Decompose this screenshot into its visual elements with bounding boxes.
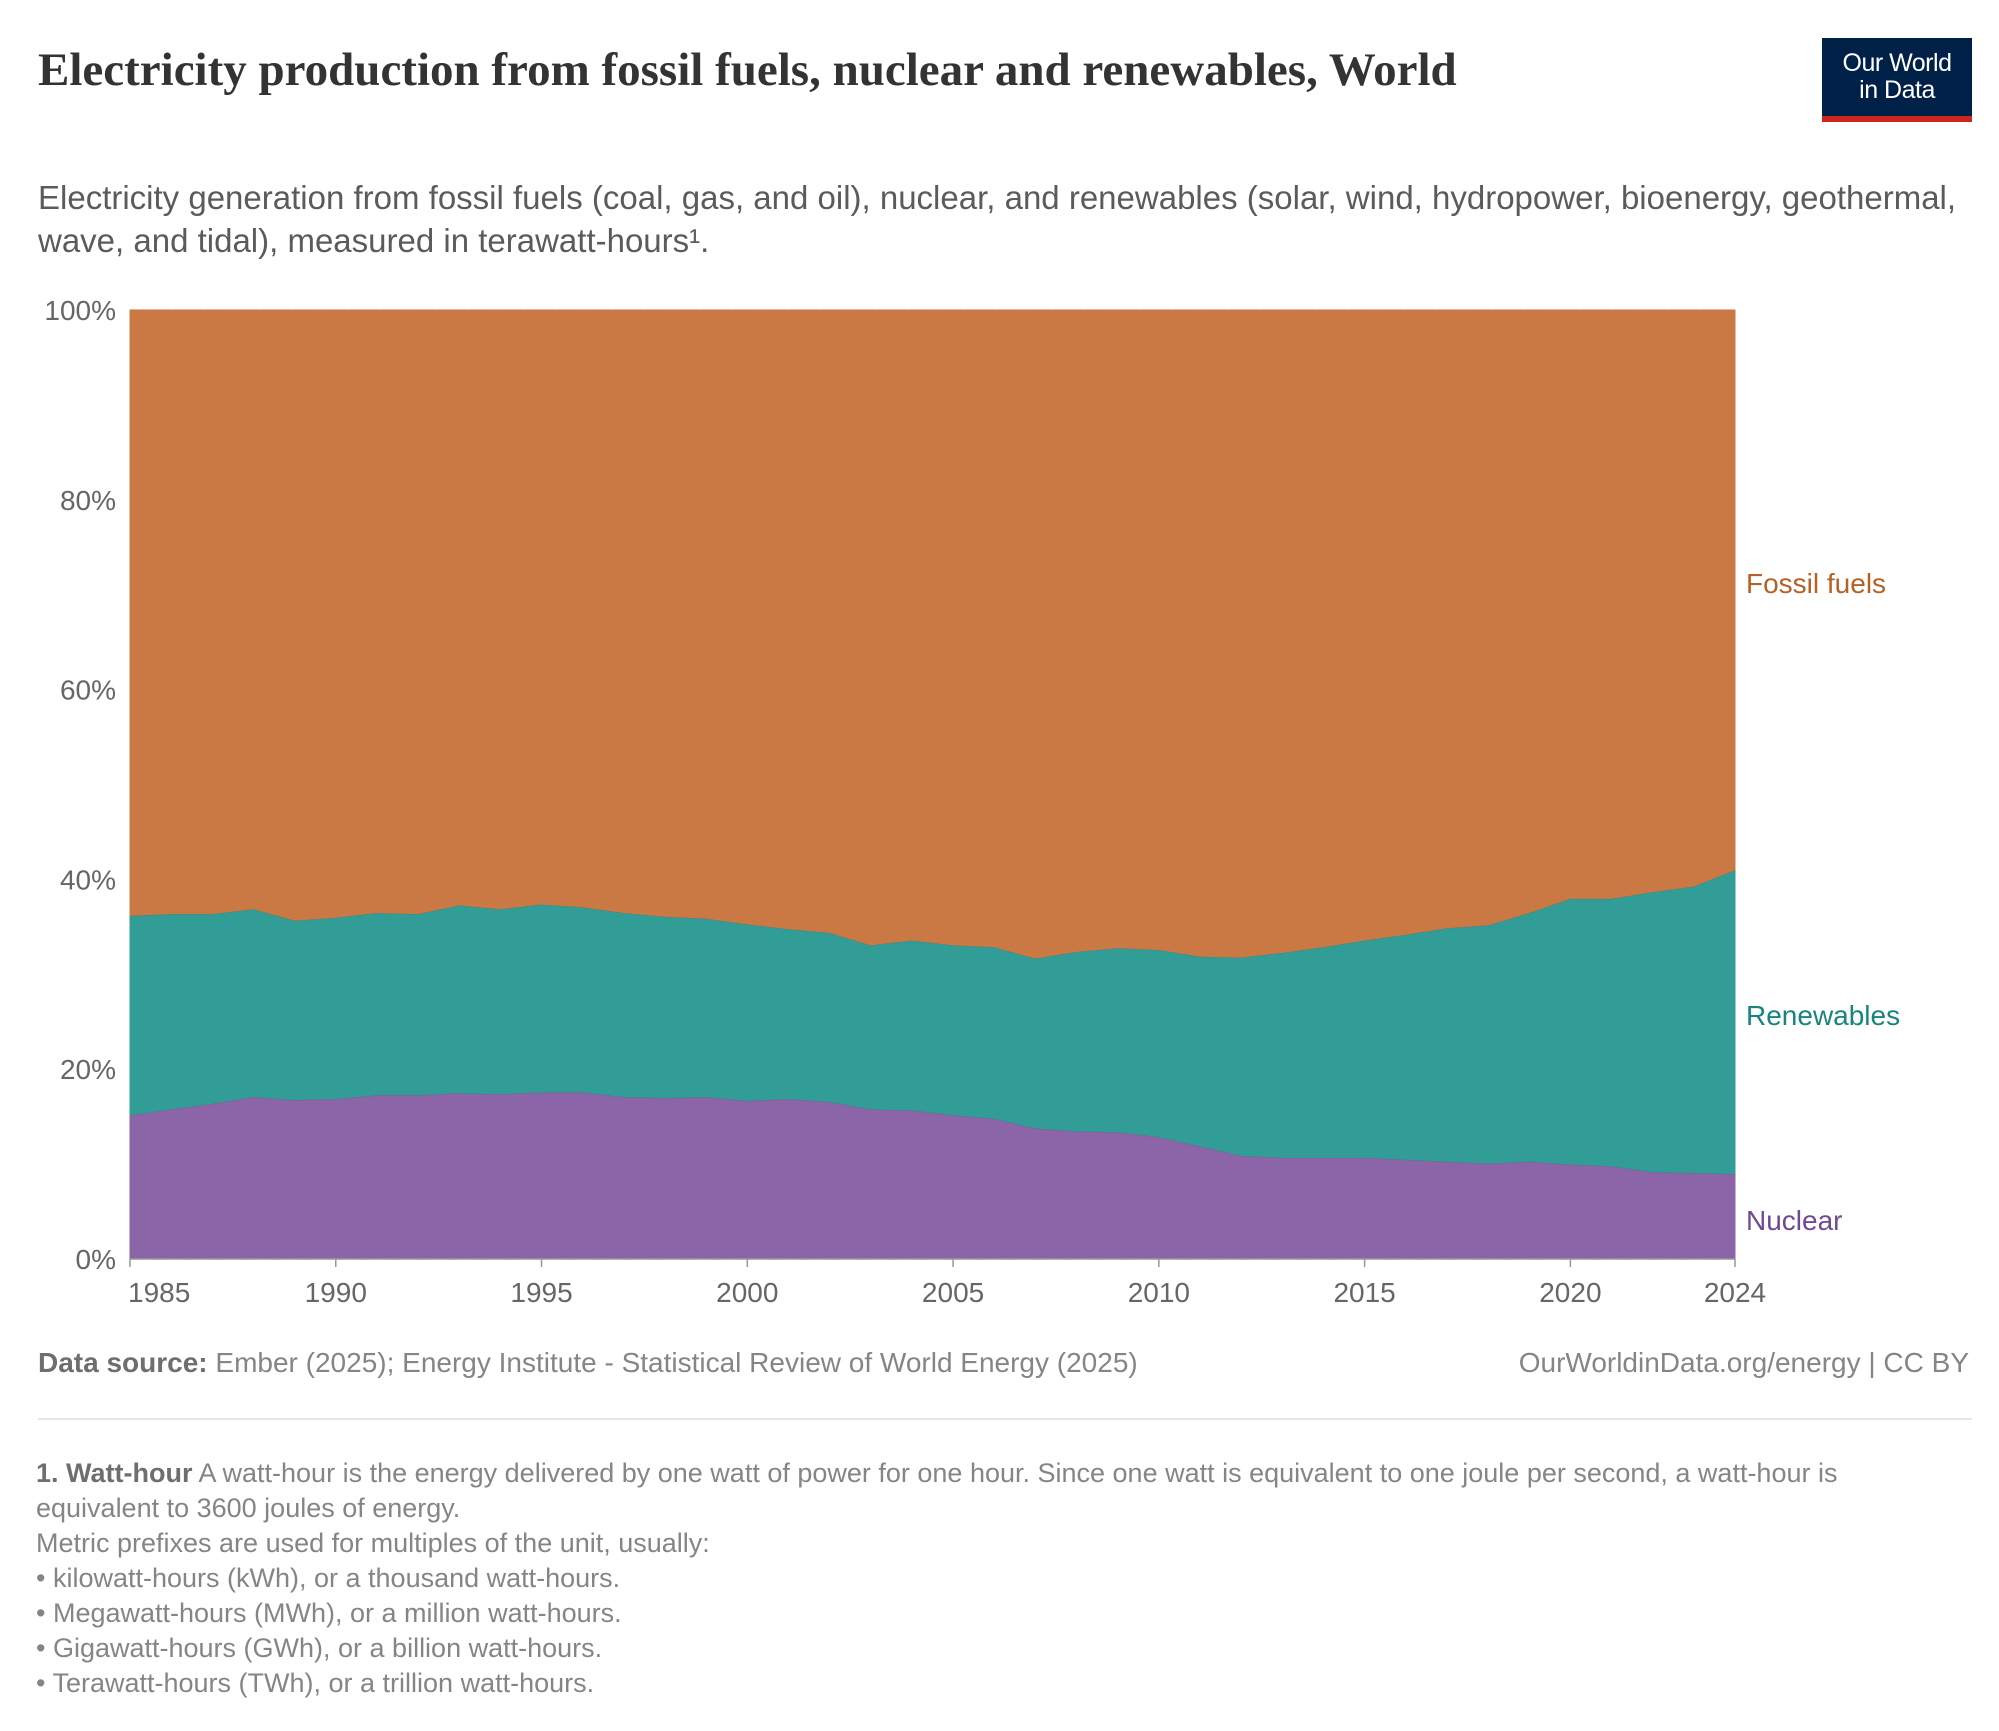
footnote-definition: A watt-hour is the energy delivered by o…	[36, 1458, 1838, 1523]
y-tick-label: 40%	[60, 864, 116, 895]
logo-line-1: Our World	[1842, 49, 1952, 77]
x-tick-label: 2024	[1704, 1277, 1766, 1308]
logo-line-2: in Data	[1859, 76, 1935, 104]
owid-logo[interactable]: Our World in Data	[1822, 38, 1972, 122]
x-tick-label: 1990	[305, 1277, 367, 1308]
x-tick-label: 2000	[716, 1277, 778, 1308]
stacked-areas	[129, 309, 1736, 1260]
y-tick-label: 0%	[76, 1244, 116, 1275]
axes: 0% 20% 40% 60% 80% 100% 1985 1990 1995 2000 2005 20…	[44, 295, 1766, 1308]
data-source-text: Ember (2025); Energy Institute - Statist…	[215, 1347, 1138, 1378]
x-tick-label: 2010	[1128, 1277, 1190, 1308]
footnote-bullet: • Megawatt-hours (MWh), or a million wat…	[36, 1598, 622, 1628]
y-tick-label: 60%	[60, 675, 116, 706]
chart-title: Electricity production from fossil fuels…	[38, 44, 1457, 96]
series-label-renewables: Renewables	[1746, 1000, 1900, 1031]
footnote-bullet: • Gigawatt-hours (GWh), or a billion wat…	[36, 1633, 603, 1663]
area-chart: 0% 20% 40% 60% 80% 100% 1985 1990 1995 2000 2005 20…	[44, 295, 1900, 1308]
area-fossil-fuels[interactable]	[129, 309, 1736, 959]
x-tick-label: 1985	[128, 1277, 190, 1308]
series-label-nuclear: Nuclear	[1746, 1205, 1842, 1236]
footnote-prefix-intro: Metric prefixes are used for multiples o…	[36, 1528, 710, 1558]
data-source: Data source: Ember (2025); Energy Instit…	[38, 1347, 1138, 1379]
license-link[interactable]: OurWorldinData.org/energy | CC BY	[1518, 1347, 1969, 1378]
y-tick-label: 100%	[44, 295, 116, 326]
chart-subtitle: Electricity generation from fossil fuels…	[38, 179, 1957, 259]
footnote-bullet: • kilowatt-hours (kWh), or a thousand wa…	[36, 1563, 621, 1593]
footer-divider	[38, 1418, 1972, 1420]
footnote-term: 1. Watt-hour	[36, 1458, 193, 1488]
footnotes: 1. Watt-hour A watt-hour is the energy d…	[36, 1456, 1916, 1701]
x-tick-label: 2020	[1539, 1277, 1601, 1308]
series-labels: Nuclear Renewables Fossil fuels	[1746, 568, 1900, 1236]
footnote-bullet: • Terawatt-hours (TWh), or a trillion wa…	[36, 1668, 595, 1698]
x-tick-label: 1995	[510, 1277, 572, 1308]
x-tick-label: 2005	[922, 1277, 984, 1308]
x-tick-label: 2015	[1333, 1277, 1395, 1308]
series-label-fossil-fuels: Fossil fuels	[1746, 568, 1886, 599]
y-tick-label: 80%	[60, 485, 116, 516]
y-tick-label: 20%	[60, 1054, 116, 1085]
data-source-label: Data source:	[38, 1347, 208, 1378]
footnote-watt-hour: 1. Watt-hour A watt-hour is the energy d…	[36, 1456, 1916, 1526]
